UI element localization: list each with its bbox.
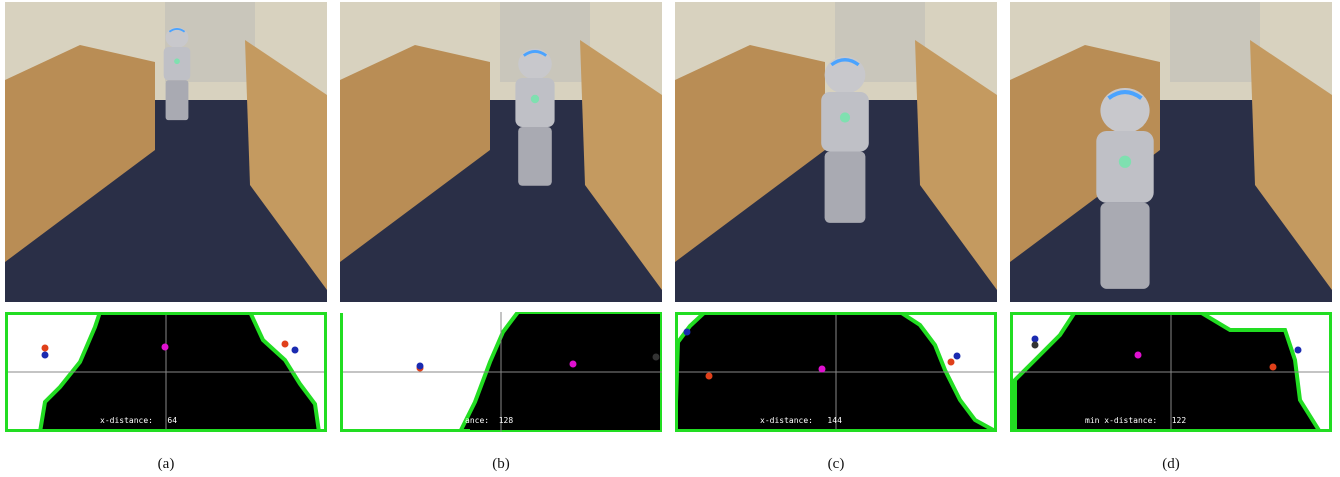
robot-head [1100, 87, 1150, 134]
marker-dot [1031, 335, 1039, 343]
robot-head [165, 27, 189, 48]
marker-dot [416, 362, 424, 370]
robot-eye [530, 94, 540, 104]
distance-text: x-distance: 64 [100, 416, 177, 425]
marker-dot [1031, 341, 1039, 349]
marker-dot [652, 353, 660, 361]
floor [1010, 100, 1332, 302]
marker-dot [569, 360, 577, 368]
left-board [675, 45, 825, 262]
marker-dot [683, 328, 691, 336]
floor [340, 100, 662, 302]
marker-dot [281, 340, 289, 348]
robot-light [168, 28, 186, 33]
robot-legs [824, 151, 866, 223]
caption: (a) [158, 456, 175, 472]
caption: (b) [492, 456, 510, 472]
floor [5, 100, 327, 302]
robot-eye [1118, 155, 1132, 168]
green-frame [5, 312, 327, 432]
robot-eye [839, 112, 851, 123]
robot-legs [518, 127, 552, 186]
distance-text: min x-distance: 122 [1085, 416, 1186, 425]
marker-dot [41, 351, 49, 359]
marker-dot [291, 346, 299, 354]
photo [5, 2, 327, 302]
right-board [580, 40, 662, 290]
left-board [5, 45, 155, 262]
distance-text: ance: 128 [465, 416, 513, 425]
marker-dot [705, 372, 713, 380]
marker-dot [1269, 363, 1277, 371]
caption: (d) [1162, 456, 1180, 472]
robot-legs [165, 80, 189, 121]
green-frame [675, 312, 997, 432]
robot-head [824, 56, 866, 94]
photo [340, 2, 662, 302]
caption: (c) [828, 456, 845, 472]
left-board [340, 45, 490, 262]
robot-light [522, 50, 548, 57]
robot-light [830, 58, 860, 67]
photo [1010, 2, 1332, 302]
marker-dot [1294, 346, 1302, 354]
marker-dot [818, 365, 826, 373]
mask-image: x-distance: 144 [675, 312, 997, 432]
photo [675, 2, 997, 302]
robot-head [518, 48, 552, 80]
distance-text: x-distance: 144 [760, 416, 842, 425]
right-board [1250, 40, 1332, 290]
mask-image: ance: 128 [340, 312, 662, 432]
marker-dot [161, 343, 169, 351]
robot-legs [1100, 202, 1150, 289]
green-frame [1010, 312, 1332, 432]
right-board [915, 40, 997, 290]
robot-light [1107, 90, 1143, 100]
green-frame [340, 313, 470, 432]
mask-image: x-distance: 64 [5, 312, 327, 432]
right-board [245, 40, 327, 290]
robot-eye [174, 58, 180, 65]
door [1170, 2, 1260, 82]
marker-dot [947, 358, 955, 366]
mask-image: min x-distance: 122 [1010, 312, 1332, 432]
marker-dot [953, 352, 961, 360]
marker-dot [1134, 351, 1142, 359]
marker-dot [41, 344, 49, 352]
